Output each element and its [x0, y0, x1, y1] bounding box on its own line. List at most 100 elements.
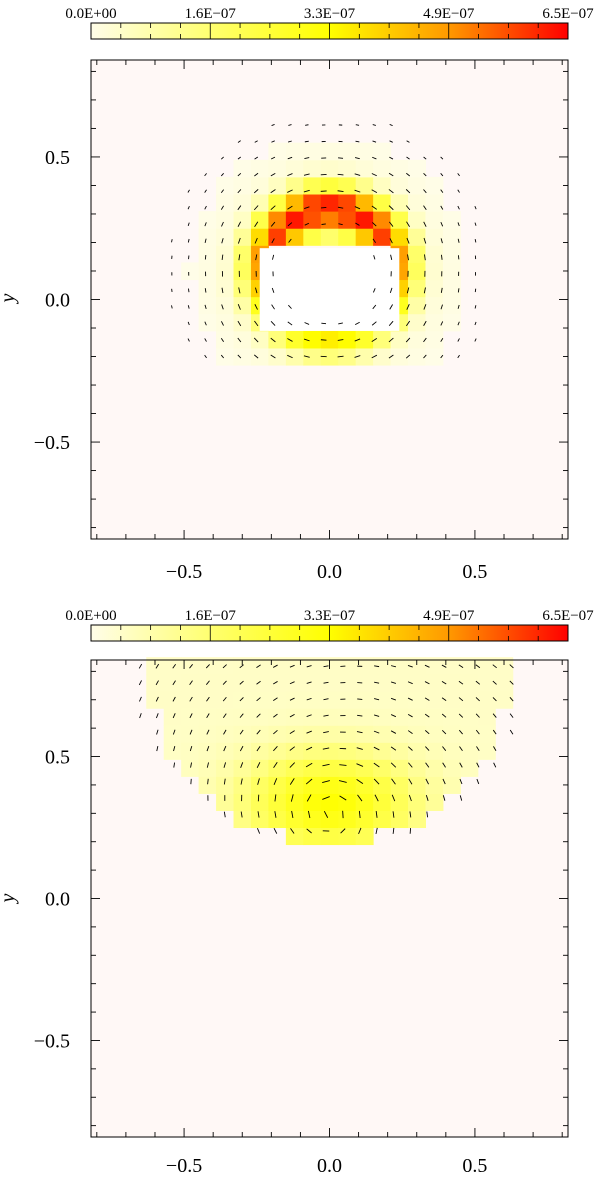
- heatmap-cell: [198, 759, 217, 777]
- vector-mark: [458, 664, 464, 668]
- heatmap-cell: [320, 810, 339, 829]
- colorbar-tick-label: 0.0E+00: [65, 608, 116, 624]
- heatmap-cell: [442, 708, 461, 726]
- vector-mark: [457, 321, 460, 326]
- heatmap-cell: [303, 691, 322, 709]
- heatmap-cell: [268, 657, 287, 675]
- vector-mark: [271, 124, 275, 126]
- vector-mark: [423, 287, 426, 294]
- heatmap-cell: [163, 742, 182, 760]
- vector-mark: [172, 729, 176, 735]
- heatmap-cell: [233, 708, 252, 726]
- vector-mark: [509, 713, 514, 718]
- vector-mark: [256, 828, 261, 834]
- vector-mark: [440, 338, 444, 342]
- heatmap-cell: [460, 657, 479, 675]
- heatmap-cell: [477, 691, 496, 709]
- heatmap-cell: [408, 313, 426, 332]
- vector-mark: [273, 697, 278, 701]
- vector-mark: [303, 189, 310, 193]
- heatmap-cell: [390, 708, 409, 726]
- heatmap-cell: [425, 725, 444, 743]
- vector-mark: [306, 665, 312, 668]
- heatmap-cell: [320, 725, 339, 743]
- vector-mark: [374, 681, 380, 684]
- x-tick-label: −0.5: [166, 561, 202, 583]
- vector-mark: [389, 238, 393, 244]
- heatmap-cell: [355, 708, 374, 726]
- heatmap-cell: [233, 228, 252, 246]
- vector-mark: [257, 778, 260, 785]
- heatmap-cell: [442, 245, 461, 263]
- vector-mark: [305, 124, 309, 126]
- heatmap-cell: [408, 176, 426, 195]
- heatmap-cell: [460, 725, 479, 743]
- vector-mark: [424, 713, 430, 718]
- heatmap-cell: [216, 296, 235, 315]
- vector-mark: [405, 354, 411, 359]
- vector-mark: [256, 745, 261, 752]
- heatmap-cell: [477, 708, 496, 726]
- heatmap-cell: [216, 313, 235, 332]
- heatmap-cell: [233, 674, 252, 692]
- heatmap-cell: [216, 228, 235, 246]
- vector-mark: [253, 189, 259, 194]
- heatmap-cell: [216, 742, 235, 760]
- vector-mark: [139, 696, 142, 702]
- vector-mark: [204, 173, 207, 177]
- vector-mark: [457, 205, 460, 210]
- heatmap-cell: [250, 810, 269, 829]
- colorbar-tick-label: 4.9E−07: [423, 6, 475, 22]
- heatmap-cell: [390, 228, 409, 246]
- vector-mark: [440, 304, 443, 310]
- vector-mark: [371, 354, 378, 359]
- vector-mark: [239, 664, 244, 669]
- vector-mark: [337, 355, 344, 358]
- vector-mark: [474, 321, 477, 326]
- heatmap-cell: [268, 194, 287, 212]
- heatmap-cell: [285, 827, 304, 846]
- heatmap-cell: [355, 827, 374, 846]
- vector-mark: [337, 190, 344, 193]
- vector-mark: [237, 140, 241, 143]
- vector-mark: [425, 795, 429, 801]
- heatmap-cell: [373, 674, 392, 692]
- heatmap-cell: [216, 793, 235, 811]
- vector-mark: [476, 762, 480, 768]
- vector-mark: [156, 729, 159, 735]
- heatmap-cell: [285, 159, 304, 178]
- heatmap-cell: [425, 708, 444, 726]
- vector-mark: [188, 288, 190, 293]
- vector-mark: [425, 778, 429, 785]
- vector-mark: [476, 778, 480, 785]
- heatmap-cell: [460, 674, 479, 692]
- vector-mark: [423, 354, 427, 359]
- vector-mark: [372, 304, 377, 310]
- vector-mark: [389, 304, 393, 310]
- vector-mark: [138, 663, 143, 669]
- vector-mark: [390, 714, 397, 718]
- heatmap-cell: [216, 176, 235, 195]
- vector-mark: [389, 123, 393, 127]
- vector-mark: [408, 794, 412, 802]
- vector-mark: [254, 304, 258, 310]
- vector-mark: [221, 221, 224, 227]
- heatmap-cell: [408, 347, 426, 366]
- vector-mark: [288, 238, 292, 243]
- heatmap-cell: [250, 708, 269, 726]
- vector-mark: [290, 794, 294, 802]
- heatmap-cell: [181, 657, 200, 675]
- heatmap-cell: [355, 194, 374, 212]
- heatmap-cell: [233, 194, 252, 212]
- heatmap-cell: [338, 776, 357, 794]
- vector-mark: [256, 680, 261, 685]
- heatmap-cell: [408, 159, 426, 178]
- vector-mark: [187, 305, 190, 309]
- heatmap-cell: [425, 245, 444, 263]
- vector-mark: [139, 713, 142, 719]
- vector-mark: [171, 239, 173, 243]
- heatmap-cell: [216, 194, 235, 212]
- vector-mark: [372, 238, 376, 243]
- vector-mark: [323, 731, 329, 734]
- heatmap-cell: [285, 176, 304, 195]
